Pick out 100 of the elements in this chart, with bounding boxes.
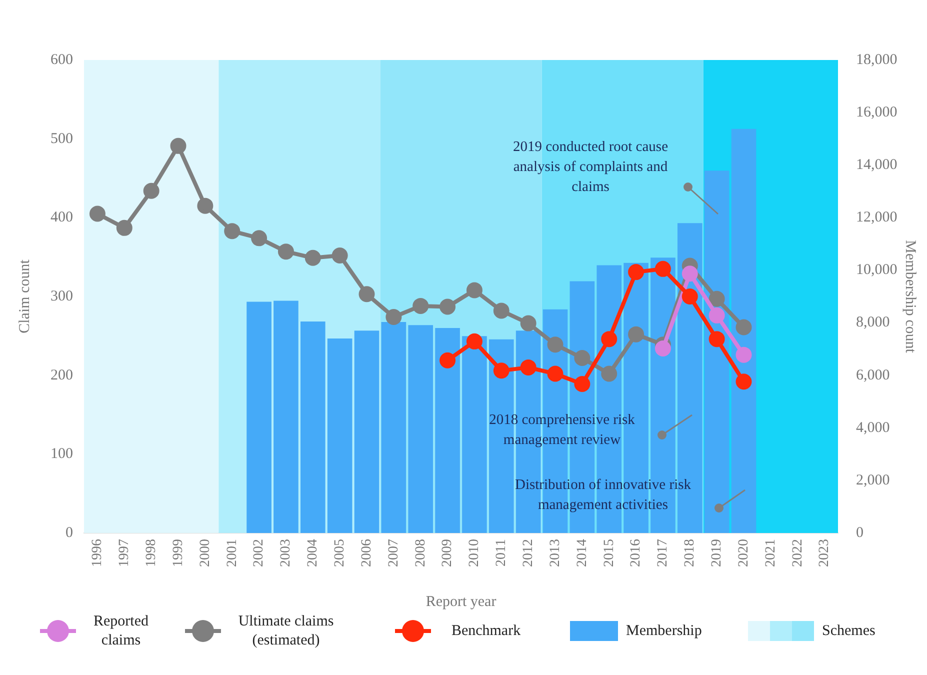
x-tick-label: 2008 — [413, 539, 428, 567]
point — [547, 336, 564, 353]
x-tick-label: 2014 — [574, 539, 590, 567]
x-tick-label: 2018 — [682, 539, 698, 567]
point — [601, 366, 618, 382]
point — [466, 333, 482, 350]
x-tick-label: 2015 — [602, 539, 617, 567]
point — [143, 182, 160, 199]
y-tick-label: 0 — [66, 524, 73, 541]
x-tick-label: 2001 — [224, 539, 240, 567]
bar — [381, 322, 406, 533]
x-tick-label: 1999 — [170, 539, 186, 567]
y2-tick-label: 10,000 — [856, 262, 898, 278]
x-tick-label: 2005 — [332, 539, 348, 567]
x-tick-label: 2013 — [548, 539, 563, 567]
y-tick-label: 200 — [50, 367, 73, 384]
bar — [731, 128, 756, 533]
point — [278, 244, 294, 260]
bar — [462, 336, 487, 533]
y-tick-label: 600 — [50, 52, 73, 68]
point — [116, 220, 132, 236]
y2-tick-label: 18,000 — [856, 52, 898, 68]
point — [736, 319, 752, 336]
point — [654, 340, 671, 357]
point — [386, 308, 402, 325]
x-tick-label: 2003 — [278, 539, 294, 567]
x-tick-label: 2011 — [494, 539, 510, 566]
point — [358, 286, 375, 302]
point — [224, 223, 240, 240]
point — [682, 266, 698, 282]
legend-label: Reported claims — [94, 613, 149, 648]
x-tick-label: 2004 — [306, 539, 321, 567]
y2-tick-label: 14,000 — [856, 157, 898, 174]
x-tick-label: 2009 — [440, 539, 456, 567]
x-tick-label: 2016 — [628, 539, 644, 567]
x-axis-title: Report year — [426, 594, 496, 610]
point — [736, 374, 752, 390]
x-tick-label: 2021 — [763, 539, 778, 567]
point — [682, 288, 698, 304]
point — [466, 282, 482, 298]
y-axis-title: Claim count — [16, 258, 33, 334]
bar — [435, 328, 460, 533]
point — [197, 198, 214, 214]
y-tick-label: 400 — [50, 210, 73, 226]
legend-label: Benchmark — [451, 622, 522, 639]
point — [601, 331, 618, 348]
x-tick-label: 2002 — [252, 539, 267, 567]
x-tick-label: 2019 — [709, 539, 724, 567]
y2-tick-label: 12,000 — [856, 210, 898, 226]
legend-label: Ultimate claims (estimated) — [238, 613, 334, 648]
bar — [274, 300, 298, 533]
x-tick-label: 2022 — [790, 539, 806, 567]
point — [332, 248, 348, 264]
y2-tick-label: 8,000 — [856, 314, 890, 331]
y-tick-label: 300 — [50, 288, 73, 304]
bar — [408, 325, 434, 533]
y-tick-label: 100 — [50, 446, 73, 462]
y2-tick-label: 2,000 — [856, 472, 890, 488]
legend-label: Schemes — [822, 622, 876, 639]
legend-label: Membership — [626, 622, 702, 639]
x-tick-label: 2007 — [386, 539, 402, 567]
point — [654, 260, 671, 277]
point — [736, 346, 752, 363]
bar — [327, 338, 352, 533]
y2-tick-label: 6,000 — [856, 367, 890, 384]
point — [520, 359, 536, 376]
x-tick-label: 2000 — [198, 539, 213, 567]
point — [574, 376, 590, 392]
x-tick-label: 2006 — [359, 539, 374, 567]
point — [493, 362, 510, 379]
point — [520, 315, 536, 332]
y2-axis-title: Membership count — [902, 240, 918, 354]
point — [251, 230, 268, 246]
bar — [246, 302, 272, 533]
y-tick-label: 500 — [50, 130, 73, 147]
y2-tick-label: 16,000 — [856, 104, 898, 120]
point — [574, 350, 590, 366]
point — [440, 352, 456, 368]
point — [170, 138, 186, 154]
point — [547, 366, 564, 382]
point — [304, 250, 321, 266]
point — [89, 206, 106, 222]
x-tick-label: 2023 — [817, 539, 832, 567]
x-tick-label: 1998 — [144, 539, 159, 567]
annotation: 2019 conducted root cause analysis of complaints and claims — [512, 138, 670, 197]
point — [493, 302, 510, 319]
point — [628, 326, 644, 342]
bar — [300, 321, 326, 533]
x-tick-label: 2017 — [656, 539, 671, 567]
point — [440, 298, 456, 315]
x-tick-label: 1996 — [90, 539, 106, 567]
point — [708, 290, 725, 307]
x-tick-label: 1997 — [117, 539, 132, 567]
y2-tick-label: 4,000 — [856, 420, 890, 436]
point — [708, 331, 725, 348]
y2-tick-label: 0 — [856, 524, 864, 541]
x-tick-label: 2020 — [736, 539, 752, 567]
point — [708, 307, 725, 324]
point — [412, 298, 429, 314]
bar — [354, 330, 380, 533]
